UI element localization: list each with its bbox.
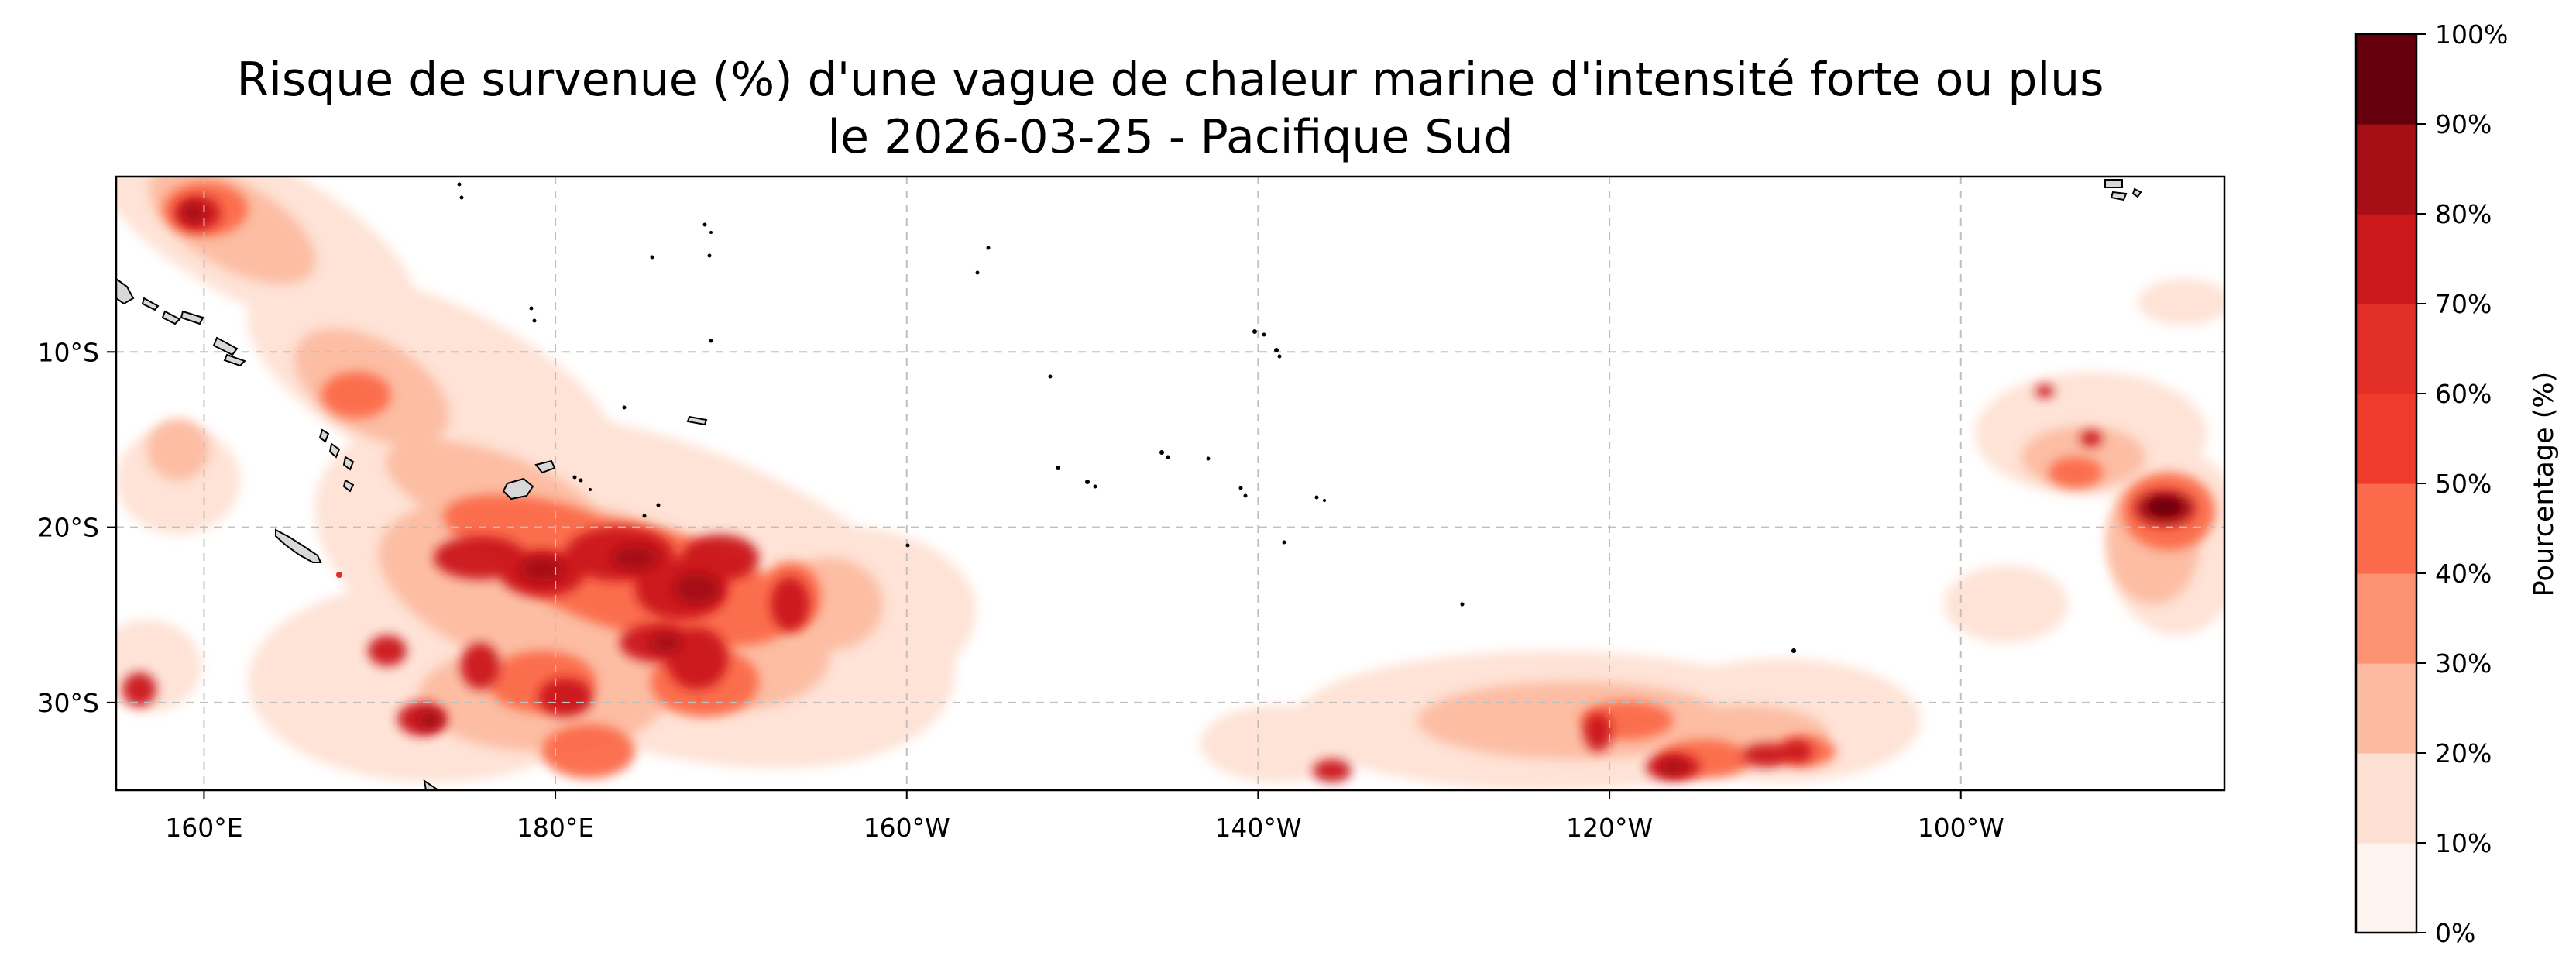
colorbar-band-3 — [2356, 573, 2416, 664]
colorbar-band-1 — [2356, 753, 2416, 844]
y-axis: 10°S 20°S 30°S — [38, 337, 116, 718]
colorbar-band-9 — [2356, 34, 2416, 125]
colorbar-band-0 — [2356, 843, 2416, 933]
solomon-islands-3 — [180, 310, 204, 325]
solomon-islands-2 — [161, 310, 181, 325]
vanuatu-4 — [342, 479, 355, 493]
solomon-islands-4 — [212, 336, 239, 356]
colorbar-band-5 — [2356, 394, 2416, 484]
x-tick-label-4: 120°W — [1566, 813, 1653, 843]
colorbar-tick-label-3: 30% — [2435, 648, 2492, 679]
x-axis: 160°E 180°E 160°W 140°W 120°W 100°W — [165, 790, 2004, 843]
x-tick-label-5: 100°W — [1918, 813, 2004, 843]
colorbar-tick-label-10: 100% — [2435, 19, 2508, 50]
y-tick-label-0: 10°S — [38, 337, 99, 367]
solomon-islands-1 — [141, 297, 160, 311]
galapagos-2 — [2110, 191, 2128, 201]
y-tick-label-2: 30°S — [38, 688, 99, 718]
new-caledonia — [275, 528, 322, 563]
small-islands — [336, 182, 1796, 653]
map-gridlines — [116, 177, 2224, 790]
colorbar-tick-label-0: 0% — [2435, 918, 2475, 948]
colorbar-tick-label-7: 70% — [2435, 289, 2492, 319]
x-tick-label-0: 160°E — [165, 813, 242, 843]
colorbar-label: Pourcentage (%) — [2529, 372, 2560, 597]
colorbar-band-4 — [2356, 483, 2416, 574]
colorbar-band-7 — [2356, 214, 2416, 304]
map-frame — [115, 175, 2226, 792]
colorbar-tick-label-5: 50% — [2435, 469, 2492, 499]
coastlines — [116, 179, 2142, 790]
fiji-viti-levu — [502, 477, 534, 500]
x-tick-label-1: 180°E — [517, 813, 594, 843]
galapagos-3 — [2131, 187, 2142, 198]
fiji-vanua-levu — [534, 459, 556, 474]
colorbar-tick-label-2: 20% — [2435, 738, 2492, 768]
colorbar-tick-label-8: 80% — [2435, 199, 2492, 229]
new-guinea-tip — [116, 277, 135, 305]
colorbar-band-8 — [2356, 124, 2416, 215]
new-zealand-tip — [423, 779, 440, 790]
chart-title-line-1: Risque de survenue (%) d'une vague de ch… — [236, 53, 2104, 107]
vanuatu-2 — [328, 442, 341, 459]
samoa — [686, 415, 708, 426]
x-tick-label-2: 160°W — [864, 813, 950, 843]
vanuatu-1 — [318, 428, 330, 443]
solomon-islands-5 — [223, 353, 246, 367]
vanuatu-3 — [342, 456, 355, 471]
chart-title-line-2: le 2026-03-25 - Pacifique Sud — [827, 110, 1513, 164]
colorbar: 0% 10% 20% 30% 40% 50% 60% 70% 80% 90% 100% — [2354, 19, 2508, 948]
colorbar-band-6 — [2356, 304, 2416, 394]
colorbar-tick-label-4: 40% — [2435, 559, 2492, 589]
x-tick-label-3: 140°W — [1214, 813, 1301, 843]
heatwave-risk-field — [116, 177, 2224, 790]
y-tick-label-1: 20°S — [38, 513, 99, 543]
colorbar-tick-label-6: 60% — [2435, 379, 2492, 409]
colorbar-tick-label-9: 90% — [2435, 109, 2492, 139]
colorbar-tick-label-1: 10% — [2435, 828, 2492, 858]
galapagos-1 — [2104, 179, 2123, 188]
colorbar-band-2 — [2356, 663, 2416, 754]
